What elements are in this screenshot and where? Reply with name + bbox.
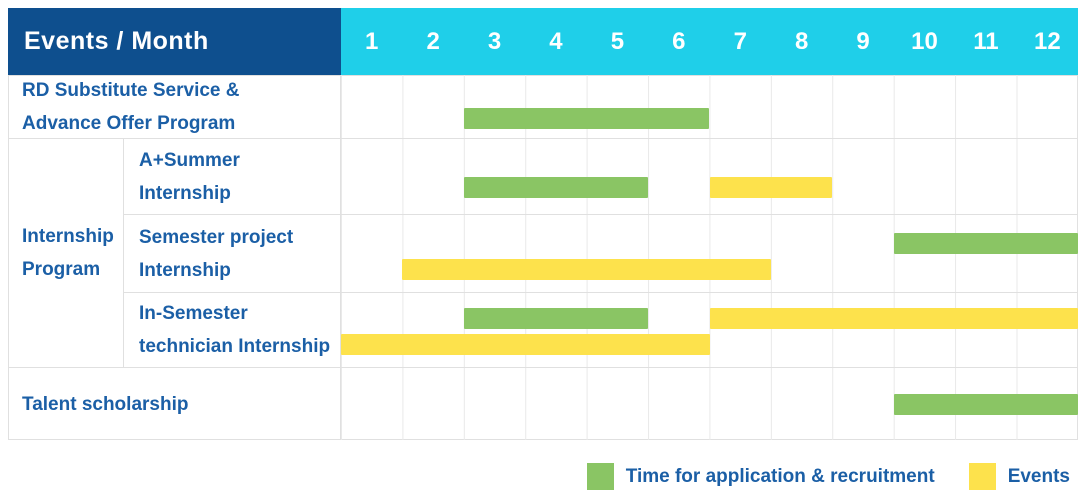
events-month-table: Events / Month 1 2 3 4 5 6 7 8 9 10 11 1… [8,8,1078,440]
timeline-row-talent-scholarship [341,368,1078,440]
events-bar [709,177,833,198]
row-label-line: Internship [139,182,231,204]
month-header-3: 3 [487,27,502,55]
events-bar [709,308,1078,329]
legend-label-application: Time for application & recruitment [625,465,935,487]
legend-label-events: Events [1007,465,1070,487]
application-bar [893,394,1078,415]
legend-item-events: Events [968,463,1070,490]
month-header-10: 10 [911,27,938,55]
month-header-strip: 1 2 3 4 5 6 7 8 9 10 11 12 [341,8,1078,75]
group-label-line: Program [22,259,101,280]
row-label-line: Talent scholarship [22,393,189,415]
month-header-1: 1 [365,27,379,55]
application-swatch-icon [586,463,614,490]
month-header-5: 5 [610,27,625,55]
row-label-in-semester-technician-internship: In-Semester technician Internship [124,293,341,368]
row-label-line: Advance Offer Program [22,112,236,134]
row-label-semester-project-internship: Semester project Internship [124,215,341,293]
timeline-row-semester-project-internship [341,215,1078,293]
application-bar [893,233,1078,254]
row-label-line: Semester project [139,226,294,248]
month-header-6: 6 [672,27,686,55]
application-bar [463,177,649,198]
table-body: RD Substitute Service & Advance Offer Pr… [8,75,1078,440]
timeline-row-rd-substitute [341,75,1078,139]
row-label-line: A+Summer [139,149,240,171]
application-bar [463,108,710,129]
month-header-11: 11 [973,27,999,55]
events-bar [402,259,771,280]
events-swatch-icon [968,463,996,490]
month-header-12: 12 [1034,27,1061,55]
events-month-header: Events / Month [8,8,341,75]
legend-item-application: Time for application & recruitment [586,463,935,490]
month-header-7: 7 [733,27,747,55]
row-label-a-summer-internship: A+Summer Internship [124,139,341,215]
row-label-line: RD Substitute Service & [22,79,240,101]
row-label-talent-scholarship: Talent scholarship [8,368,341,440]
group-label-line: Internship [22,226,114,247]
legend: Time for application & recruitment Event… [586,463,1070,490]
month-header-2: 2 [426,27,440,55]
timeline-row-a-summer-internship [341,139,1078,215]
row-label-line: In-Semester [139,303,248,324]
month-header-8: 8 [794,27,809,55]
events-bar [341,334,710,355]
month-header-4: 4 [549,27,563,55]
timeline-row-in-semester-technician-internship [341,293,1078,368]
table-header-row: Events / Month 1 2 3 4 5 6 7 8 9 10 11 1… [8,8,1078,75]
month-header-9: 9 [856,27,870,55]
row-label-rd-substitute: RD Substitute Service & Advance Offer Pr… [8,75,341,139]
group-label-internship-program: Internship Program [8,139,124,368]
row-label-line: Internship [139,259,231,281]
application-bar [463,308,649,329]
row-label-line: technician Internship [139,336,331,357]
